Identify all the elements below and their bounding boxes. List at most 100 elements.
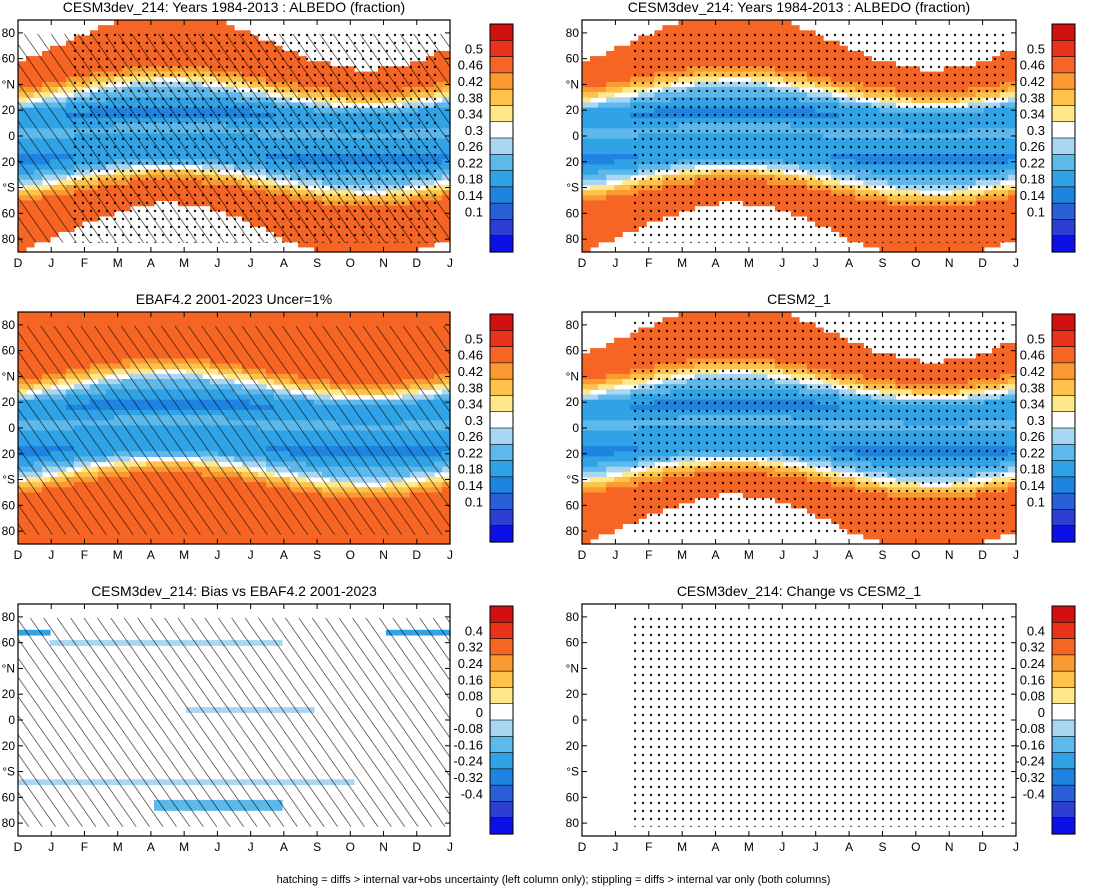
field-cell bbox=[686, 20, 696, 26]
field-cell bbox=[66, 312, 75, 318]
field-cell bbox=[967, 246, 977, 253]
field-cell bbox=[606, 92, 615, 98]
field-cell bbox=[186, 538, 195, 545]
field-cell bbox=[598, 112, 607, 119]
field-cell bbox=[1007, 66, 1017, 73]
field-cell bbox=[614, 221, 623, 227]
field-cell bbox=[702, 20, 712, 26]
field-cell bbox=[622, 148, 631, 155]
y-tick-label: 20 bbox=[2, 155, 16, 169]
field-cell bbox=[146, 312, 155, 318]
field-cell bbox=[598, 174, 607, 181]
field-cell bbox=[590, 210, 599, 217]
field-cell bbox=[622, 71, 631, 78]
field-cell bbox=[582, 174, 591, 181]
field-cell bbox=[614, 143, 623, 150]
field-cell bbox=[598, 117, 607, 124]
field-cell bbox=[26, 241, 35, 248]
field-cell bbox=[74, 538, 83, 545]
field-cell bbox=[598, 107, 607, 114]
field-cell bbox=[606, 205, 615, 212]
field-cell bbox=[590, 133, 599, 140]
field-cell bbox=[42, 538, 51, 545]
field-cell bbox=[90, 533, 99, 540]
field-cell bbox=[582, 92, 591, 98]
field-cell bbox=[959, 246, 969, 253]
field-cell bbox=[178, 20, 187, 26]
y-tick-label: °N bbox=[2, 77, 15, 91]
field-cell bbox=[590, 190, 599, 196]
field-cell bbox=[122, 533, 131, 540]
field-cell bbox=[122, 312, 131, 318]
field-cell bbox=[598, 148, 607, 155]
field-cell bbox=[1007, 221, 1017, 227]
field-cell bbox=[598, 221, 607, 227]
field-cell bbox=[210, 312, 219, 318]
y-tick-label: 60 bbox=[2, 52, 16, 66]
y-tick-label: °S bbox=[2, 181, 15, 195]
field-cell bbox=[582, 215, 591, 222]
field-cell bbox=[606, 236, 615, 243]
field-cell bbox=[606, 143, 615, 150]
field-cell bbox=[590, 128, 599, 135]
x-tick-label: F bbox=[645, 256, 652, 270]
field-cell bbox=[1007, 112, 1017, 119]
field-cell bbox=[582, 87, 591, 93]
field-cell bbox=[590, 236, 599, 243]
field-cell bbox=[298, 241, 307, 248]
field-cell bbox=[582, 138, 591, 145]
field-cell bbox=[582, 154, 591, 160]
field-cell bbox=[154, 322, 163, 329]
field-cell bbox=[582, 195, 591, 202]
field-cell bbox=[74, 322, 83, 329]
field-cell bbox=[887, 246, 897, 253]
field-cell bbox=[1007, 92, 1017, 98]
field-cell bbox=[718, 25, 728, 31]
field-cell bbox=[202, 322, 211, 329]
field-cell bbox=[863, 241, 872, 248]
field-cell bbox=[614, 81, 623, 88]
field-cell bbox=[614, 50, 623, 57]
field-cell bbox=[959, 241, 969, 248]
field-cell bbox=[622, 215, 631, 222]
field-cell bbox=[114, 317, 123, 323]
field-cell bbox=[346, 241, 355, 248]
y-tick-label: 0 bbox=[572, 129, 579, 143]
field-cell bbox=[178, 538, 187, 545]
field-cell bbox=[614, 128, 623, 135]
x-tick-label: D bbox=[412, 256, 421, 270]
field-cell bbox=[622, 190, 631, 196]
x-tick-label: O bbox=[346, 256, 355, 270]
field-cell bbox=[622, 45, 631, 52]
field-cell bbox=[590, 92, 599, 98]
x-tick-label: S bbox=[313, 256, 321, 270]
field-cell bbox=[590, 200, 599, 207]
field-cell bbox=[702, 25, 712, 31]
field-cell bbox=[122, 20, 131, 26]
field-cell bbox=[614, 164, 623, 171]
field-cell bbox=[210, 20, 219, 26]
field-cell bbox=[606, 112, 615, 119]
x-tick-label: O bbox=[911, 256, 920, 270]
field-cell bbox=[582, 66, 591, 73]
field-cell bbox=[614, 123, 623, 129]
field-cell bbox=[582, 179, 591, 186]
field-cell bbox=[590, 102, 599, 109]
field-cell bbox=[202, 20, 211, 26]
y-tick-label: 20 bbox=[2, 103, 16, 117]
field-cell bbox=[58, 533, 67, 540]
field-cell bbox=[178, 317, 187, 323]
field-cell bbox=[871, 241, 880, 248]
field-cell bbox=[1007, 138, 1017, 145]
field-cell bbox=[614, 87, 623, 93]
field-cell bbox=[614, 190, 623, 196]
field-cell bbox=[386, 241, 395, 248]
field-cell bbox=[402, 241, 411, 248]
field-cell bbox=[42, 322, 51, 329]
field-cell bbox=[34, 538, 43, 545]
field-cell bbox=[622, 210, 631, 217]
field-cell bbox=[34, 312, 43, 318]
field-cell bbox=[598, 159, 607, 165]
field-cell bbox=[138, 317, 147, 323]
field-cell bbox=[734, 20, 744, 26]
